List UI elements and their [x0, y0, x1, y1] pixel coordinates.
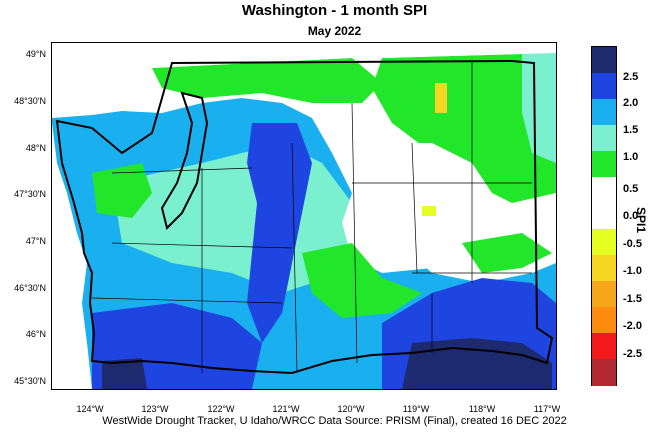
lon-label-117w: 117°W: [533, 404, 561, 414]
spi-region-southwest-extreme: [102, 358, 147, 389]
colorbar-cell: [592, 359, 616, 386]
legend-label-2-0: 2.0: [623, 97, 639, 109]
colorbar-cell: [592, 255, 616, 282]
legend-label-neg-2-0: -2.0: [623, 320, 642, 332]
spi-region-olympic-green: [92, 163, 152, 218]
legend-label-1-5: 1.5: [623, 124, 639, 136]
puget-sound: [160, 91, 209, 230]
legend-label-neg-1-0: -1.0: [623, 265, 642, 277]
lat-label-49n: 49°N: [25, 49, 46, 59]
state-boundary: [55, 59, 554, 375]
lat-label-45-30n: 45°30'N: [14, 376, 46, 386]
lon-label-120w: 120°W: [337, 404, 365, 414]
spi-region-north-green: [152, 58, 382, 103]
colorbar-cell: [592, 281, 616, 308]
spi-region-northeast-cyan: [522, 53, 556, 163]
spi-patch-dry-basin: [422, 206, 436, 216]
colorbar-cell: [592, 229, 616, 256]
spi-region-southeast-extreme: [402, 338, 552, 389]
lon-label-122w: 122°W: [207, 404, 235, 414]
colorbar-cell: [592, 125, 616, 152]
legend-label-0-5: 0.5: [623, 183, 639, 195]
colorbar-cell: [592, 99, 616, 126]
colorbar-cell: [592, 307, 616, 334]
legend-label-neg-2-5: -2.5: [623, 348, 642, 360]
legend-label-1-0: 1.0: [623, 151, 639, 163]
lat-label-47n: 47°N: [25, 236, 46, 246]
lon-label-118w: 118°W: [468, 404, 496, 414]
spi-region-cascades-very-wet: [247, 123, 312, 343]
map-title: Washington - 1 month SPI: [241, 2, 428, 19]
legend-label-neg-0-5: -0.5: [623, 238, 642, 250]
colorbar-cell: [592, 177, 616, 204]
lon-label-121w: 121°W: [272, 404, 300, 414]
legend-label-0-0: 0.0: [623, 210, 639, 222]
lon-label-119w: 119°W: [402, 404, 430, 414]
lon-label-124w: 124°W: [76, 404, 104, 414]
ocean: [52, 43, 92, 389]
colorbar-cell: [592, 151, 616, 178]
lat-label-48-30n: 48°30'N: [14, 96, 46, 106]
spi-colorbar: [591, 46, 617, 386]
footer-credit: WestWide Drought Tracker, U Idaho/WRCC D…: [102, 415, 567, 427]
lat-label-47-30n: 47°30'N: [14, 189, 46, 199]
colorbar-cell: [592, 73, 616, 100]
lat-label-46-30n: 46°30'N: [14, 283, 46, 293]
map-subtitle: May 2022: [307, 24, 362, 38]
spi-patch-dry-northeast: [435, 83, 447, 113]
colorbar-cell: [592, 47, 616, 74]
spi-map-canvas: [52, 43, 556, 389]
spi-region-central-green: [302, 243, 422, 318]
legend-label-neg-1-5: -1.5: [623, 293, 642, 305]
lat-label-46n: 46°N: [25, 329, 46, 339]
lon-label-123w: 123°W: [141, 404, 169, 414]
spi-region-northeast-green: [372, 53, 556, 203]
county-lines: [91, 61, 532, 374]
legend-label-2-5: 2.5: [623, 71, 639, 83]
colorbar-cell: [592, 333, 616, 360]
canada-white: [52, 43, 556, 83]
spi-region-east-green: [462, 233, 552, 273]
colorbar-cell: [592, 203, 616, 230]
legend-title: SPI1: [634, 207, 648, 234]
spi-map: [51, 42, 557, 390]
lat-label-48n: 48°N: [25, 143, 46, 153]
